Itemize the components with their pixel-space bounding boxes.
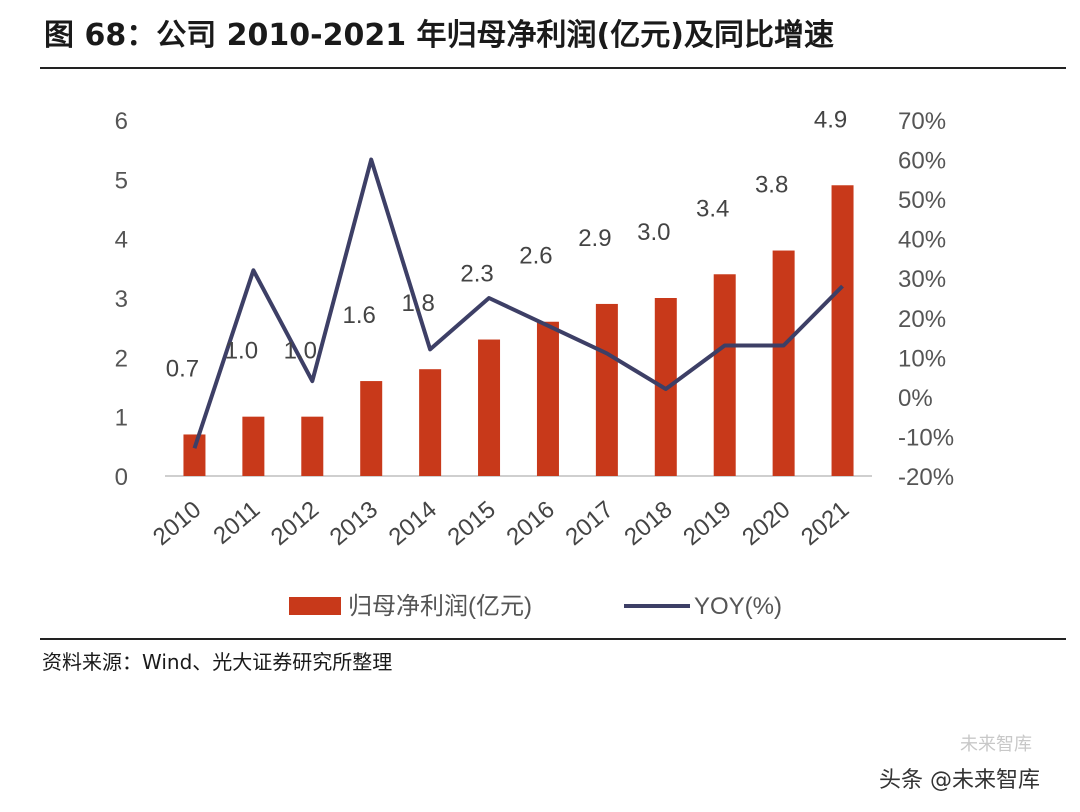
right-y-tick-label: 20% xyxy=(898,306,946,333)
bar-value-label-2010: 0.7 xyxy=(166,355,199,382)
bar-2019 xyxy=(713,274,736,476)
x-tick-label: 2014 xyxy=(384,496,442,551)
bottom-divider xyxy=(40,638,1066,640)
x-tick-label: 2015 xyxy=(443,496,501,551)
left-y-tick-label: 4 xyxy=(115,227,128,254)
bar-value-label-2018: 3.0 xyxy=(637,219,670,246)
bar-value-label-2019: 3.4 xyxy=(696,195,729,222)
bar-2012 xyxy=(301,416,324,476)
right-y-tick-label: 0% xyxy=(898,385,933,412)
x-tick-label: 2011 xyxy=(208,496,265,550)
bar-2016 xyxy=(536,321,559,476)
source-note: 资料来源：Wind、光大证券研究所整理 xyxy=(42,650,393,674)
watermark: 头条 @未来智库 xyxy=(879,768,1040,793)
bar-value-label-2016: 2.6 xyxy=(519,243,552,270)
x-tick-label: 2012 xyxy=(266,496,324,551)
bar-value-label-2014: 1.8 xyxy=(401,290,434,317)
watermark-faint: 未来智库 xyxy=(960,734,1032,755)
yoy-line xyxy=(192,157,844,449)
right-y-tick-label: -10% xyxy=(898,424,954,451)
right-y-tick-label: 40% xyxy=(898,227,946,254)
bar-value-label-2017: 2.9 xyxy=(578,225,611,252)
bar-2014 xyxy=(419,369,442,476)
bar-value-label-2021: 4.9 xyxy=(814,106,847,133)
legend-bar-label: 归母净利润(亿元) xyxy=(348,593,532,620)
right-y-tick-label: 30% xyxy=(898,266,946,293)
bar-2013 xyxy=(360,381,383,476)
x-tick-label: 2019 xyxy=(678,496,736,551)
bar-2015 xyxy=(478,339,501,476)
left-y-tick-label: 2 xyxy=(115,345,128,372)
right-y-tick-label: 10% xyxy=(898,345,946,372)
bar-value-label-2013: 1.6 xyxy=(343,302,376,329)
chart-title: 图 68：公司 2010-2021 年归母净利润(亿元)及同比增速 xyxy=(44,18,834,53)
bar-2021 xyxy=(831,185,854,476)
x-tick-label: 2016 xyxy=(502,496,560,551)
left-y-tick-label: 6 xyxy=(115,108,128,135)
right-y-tick-label: 60% xyxy=(898,148,946,175)
bar-2017 xyxy=(595,303,618,476)
left-y-tick-label: 5 xyxy=(115,167,128,194)
left-y-tick-label: 1 xyxy=(115,405,128,432)
bar-2010 xyxy=(183,434,206,476)
x-tick-label: 2021 xyxy=(796,496,854,551)
right-y-tick-label: 50% xyxy=(898,187,946,214)
top-divider xyxy=(40,67,1066,69)
bar-2011 xyxy=(242,416,265,476)
x-tick-label: 2013 xyxy=(325,496,383,551)
x-tick-label: 2010 xyxy=(148,496,206,551)
bar-2020 xyxy=(772,250,795,476)
bar-value-label-2015: 2.3 xyxy=(460,261,493,288)
x-tick-label: 2017 xyxy=(560,496,618,551)
bar-value-label-2011: 1.0 xyxy=(225,338,258,365)
bar-value-label-2012: 1.0 xyxy=(284,338,317,365)
x-tick-label: 2020 xyxy=(737,496,795,551)
left-y-tick-label: 3 xyxy=(115,286,128,313)
right-y-tick-label: -20% xyxy=(898,464,954,491)
chart-canvas: 0 1 2 3 4 5 6 -20% -10% 0% 10% 20% 30% 40% 50% 60% 70% 0.… xyxy=(115,106,954,620)
x-tick-label: 2018 xyxy=(619,496,677,551)
right-y-tick-label: 70% xyxy=(898,108,946,135)
bar-value-label-2020: 3.8 xyxy=(755,172,788,199)
legend-line-label: YOY(%) xyxy=(694,593,782,620)
left-y-tick-label: 0 xyxy=(115,464,128,491)
legend-bar-swatch xyxy=(289,597,341,615)
